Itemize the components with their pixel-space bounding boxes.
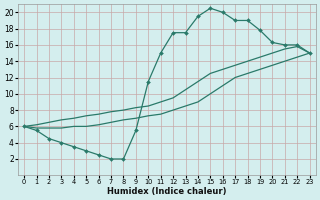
X-axis label: Humidex (Indice chaleur): Humidex (Indice chaleur) xyxy=(107,187,227,196)
